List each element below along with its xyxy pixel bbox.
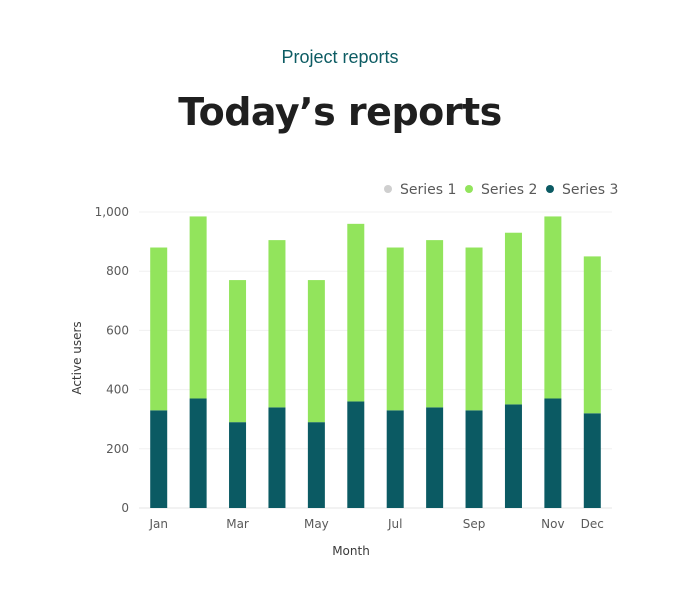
legend-swatch xyxy=(384,185,392,193)
y-tick-label: 200 xyxy=(106,442,129,456)
bar-series-3 xyxy=(347,401,365,508)
bar-series-2 xyxy=(544,216,562,399)
legend-item: Series 2 xyxy=(465,182,537,198)
bar-series-3 xyxy=(307,422,325,508)
bar-series-2 xyxy=(347,223,365,402)
bar-series-3 xyxy=(189,398,207,508)
grid-lines xyxy=(139,211,612,509)
bar-series-3 xyxy=(583,413,601,508)
legend-label: Series 1 xyxy=(400,182,456,198)
eyebrow-label: Project reports xyxy=(281,47,399,67)
x-tick-label: Jan xyxy=(148,517,168,531)
legend-swatch xyxy=(546,185,554,193)
legend: Series 1 Series 2 Series 3 xyxy=(384,182,618,198)
x-tick-label: Mar xyxy=(226,517,249,531)
bar-series-3 xyxy=(150,410,168,508)
y-axis-title: Active users xyxy=(70,321,84,394)
bar-series-3 xyxy=(426,407,444,508)
bar-series-2 xyxy=(150,247,168,411)
y-tick-label: 1,000 xyxy=(95,205,129,219)
y-tick-label: 600 xyxy=(106,323,129,337)
bar-series-3 xyxy=(544,398,562,508)
y-tick-label: 0 xyxy=(121,501,129,515)
bar-series-2 xyxy=(268,240,286,408)
x-tick-label: May xyxy=(304,517,329,531)
bar-series-3 xyxy=(386,410,404,508)
bar-series-2 xyxy=(386,247,404,411)
bar-series-2 xyxy=(307,280,325,423)
bar-series-3 xyxy=(504,404,522,508)
y-tick-label: 400 xyxy=(106,383,129,397)
bar-series-2 xyxy=(229,280,247,423)
legend-item: Series 3 xyxy=(546,182,618,198)
page-title: Today’s reports xyxy=(178,90,502,134)
bar-series-3 xyxy=(268,407,286,508)
legend-swatch xyxy=(465,185,473,193)
legend-label: Series 2 xyxy=(481,182,537,198)
x-axis-title: Month xyxy=(332,544,370,558)
bar-series-2 xyxy=(583,256,601,414)
bar-series-2 xyxy=(465,247,483,411)
bar-series-3 xyxy=(229,422,247,508)
legend-label: Series 3 xyxy=(562,182,618,198)
x-axis-ticks: Jan Mar May Jul Sep Nov Dec xyxy=(148,517,603,531)
x-tick-label: Sep xyxy=(463,517,486,531)
bar-series-2 xyxy=(504,232,522,405)
bar-series-2 xyxy=(189,216,207,399)
x-tick-label: Nov xyxy=(541,517,564,531)
legend-item: Series 1 xyxy=(384,182,456,198)
bars xyxy=(150,216,601,508)
x-tick-label: Jul xyxy=(387,517,402,531)
x-tick-label: Dec xyxy=(581,517,604,531)
bar-series-3 xyxy=(465,410,483,508)
y-tick-label: 800 xyxy=(106,264,129,278)
bar-series-2 xyxy=(426,240,444,408)
y-axis-ticks: 0 200 400 600 800 1,000 xyxy=(95,205,129,515)
